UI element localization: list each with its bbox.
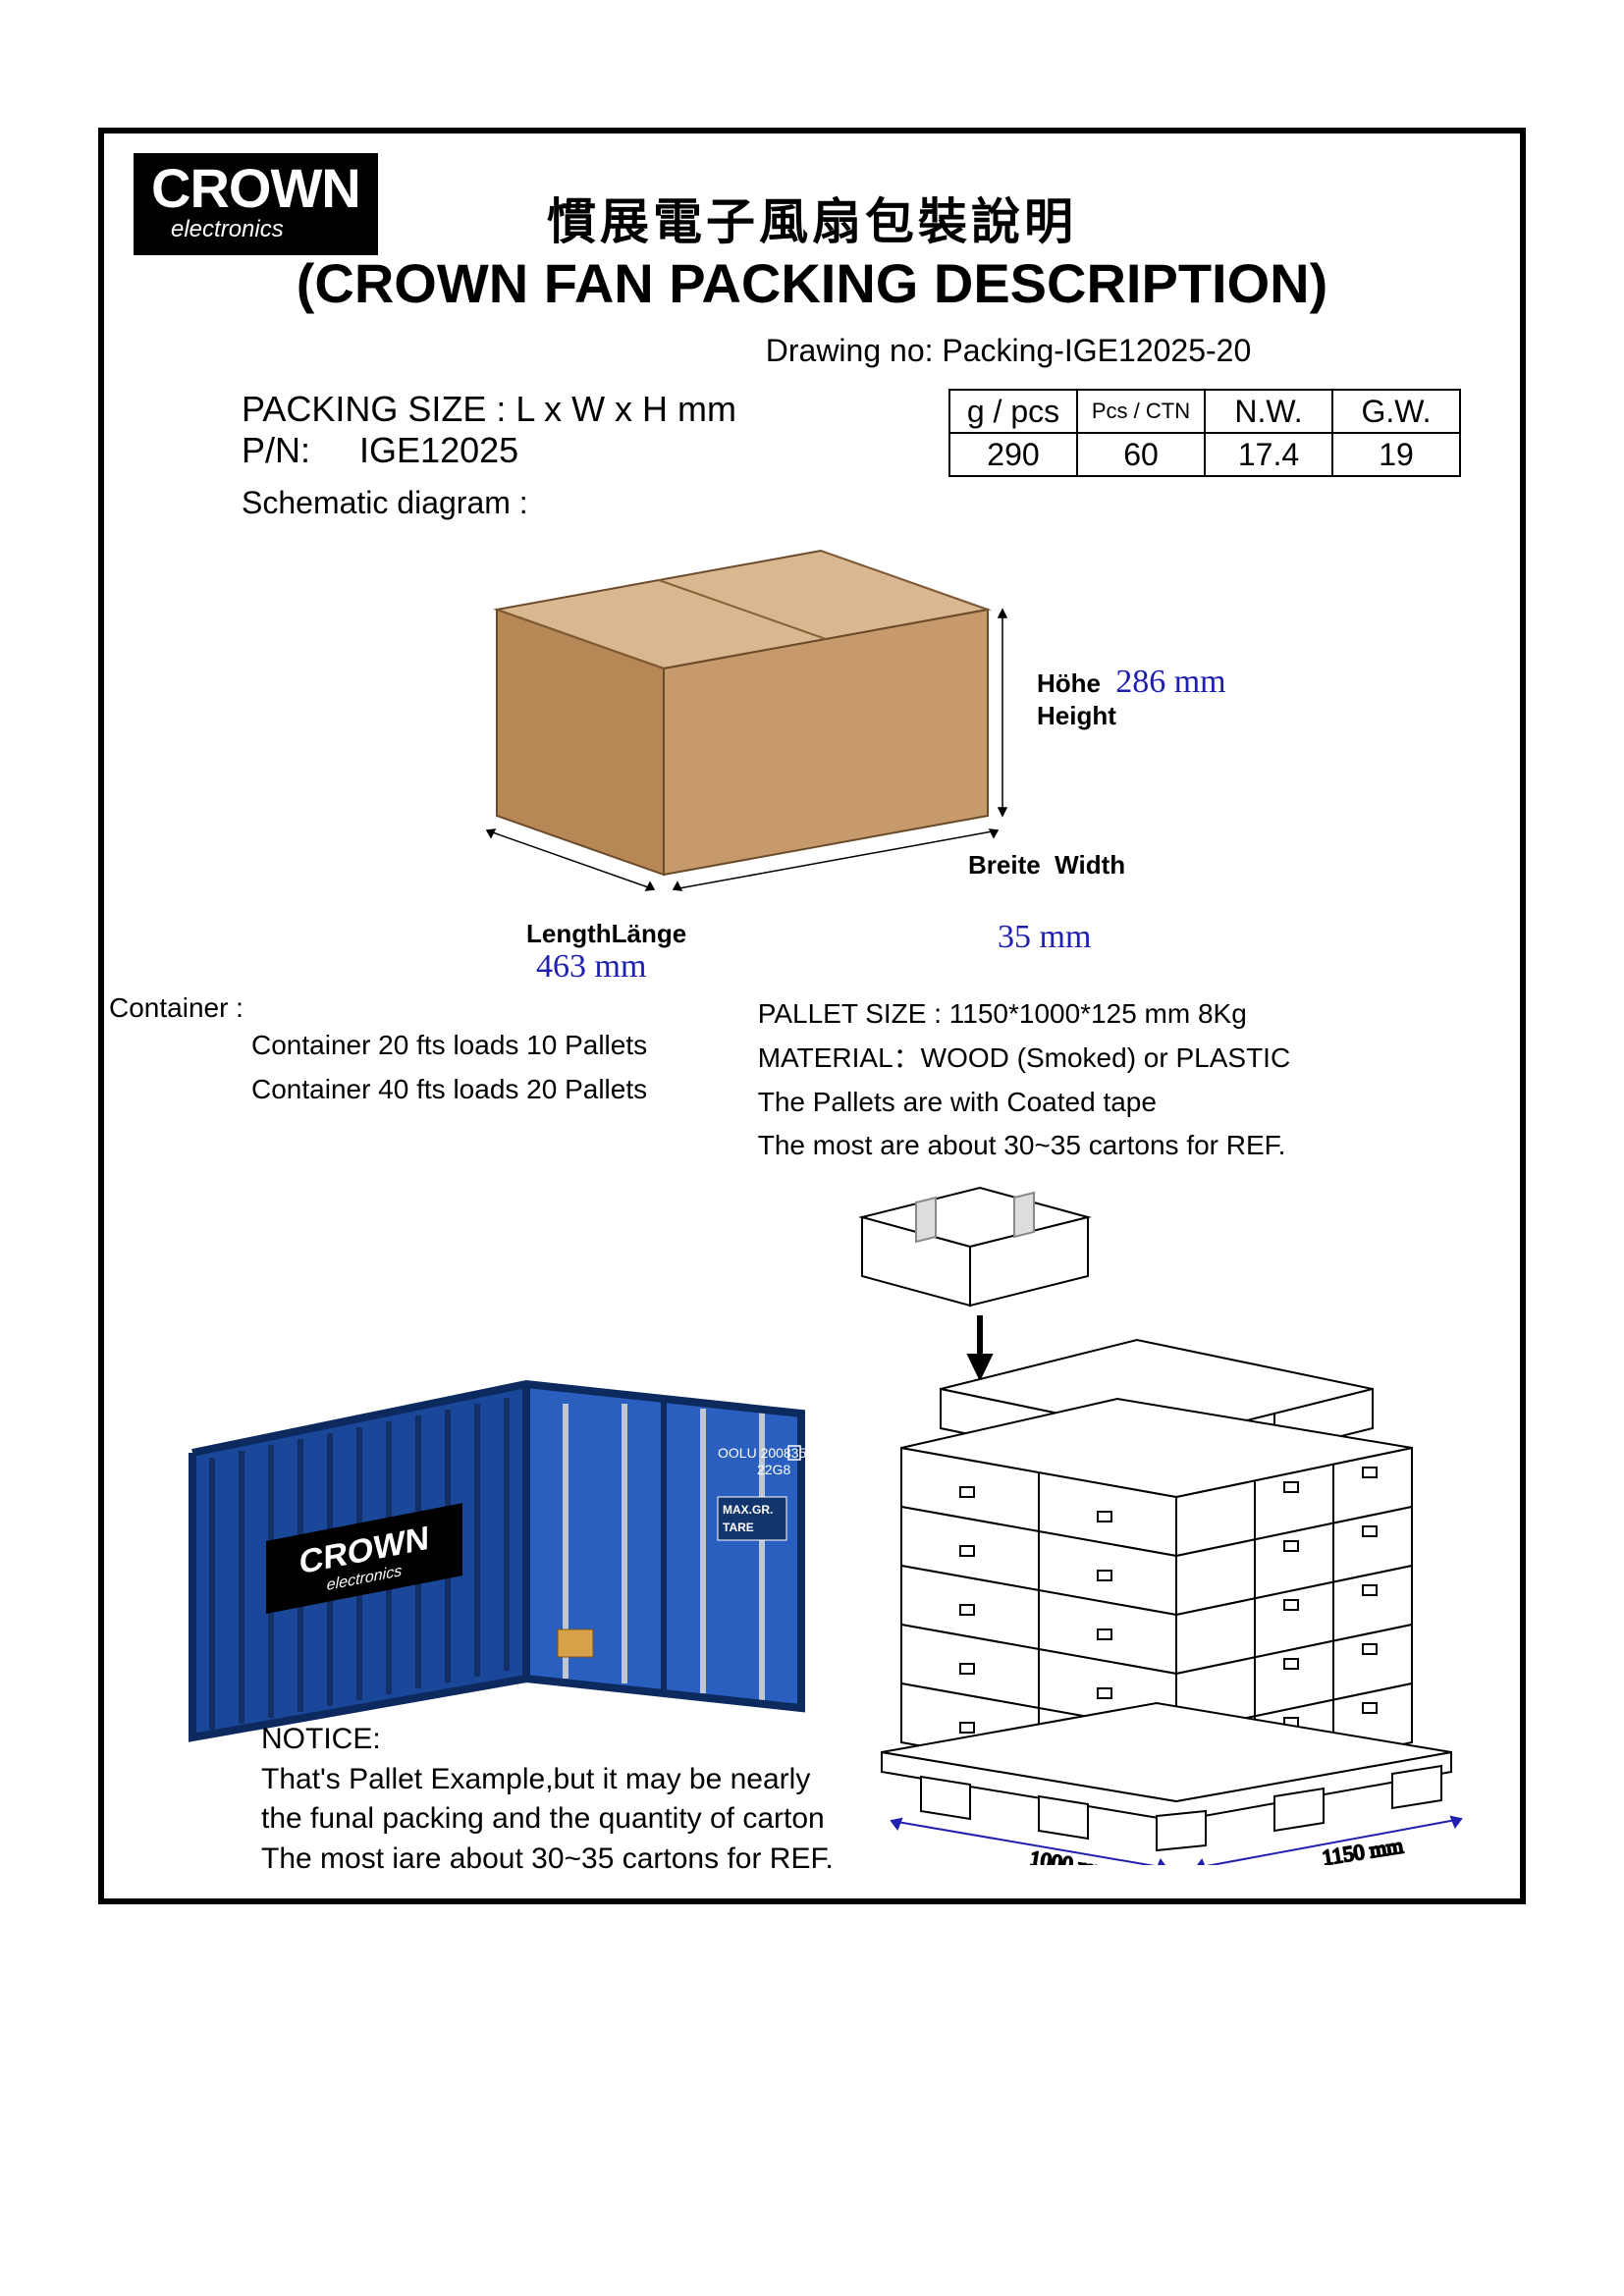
carton-box-icon xyxy=(438,521,1007,924)
td-nw: 17.4 xyxy=(1205,433,1332,476)
th-gw: G.W. xyxy=(1332,390,1460,433)
notice-l3: The most iare about 30~35 cartons for RE… xyxy=(261,1840,834,1880)
table-row: 290 60 17.4 19 xyxy=(949,433,1460,476)
notice-block: NOTICE: That's Pallet Example,but it may… xyxy=(261,1720,834,1879)
table-row: g / pcs Pcs / CTN N.W. G.W. xyxy=(949,390,1460,433)
drawing-number-line: Drawing no: Packing-IGE12025-20 xyxy=(134,333,1490,369)
pallet-dim-a: 1000 mm xyxy=(1028,1845,1113,1865)
document-frame: CROWN electronics 慣展電子風扇包裝說明 (CROWN FAN … xyxy=(98,128,1526,1904)
notice-l2: the funal packing and the quantity of ca… xyxy=(261,1799,834,1840)
width-val: 35 mm xyxy=(998,919,1091,956)
pallet-stack-icon: 1000 mm 1150 mm xyxy=(774,1158,1481,1865)
height-de: Höhe xyxy=(1037,668,1101,698)
pallet-material: MATERIAL：WOOD (Smoked) or PLASTIC xyxy=(758,1037,1490,1081)
container-label: Container : xyxy=(109,992,758,1024)
pallet-size: PALLET SIZE : 1150*1000*125 mm 8Kg xyxy=(758,992,1490,1037)
height-en: Height xyxy=(1037,701,1116,730)
drawing-no-label: Drawing no: xyxy=(766,333,934,368)
title-english: (CROWN FAN PACKING DESCRIPTION) xyxy=(134,251,1490,315)
length-de: Länge xyxy=(612,919,687,948)
th-gpcs: g / pcs xyxy=(949,390,1077,433)
pallet-column: PALLET SIZE : 1150*1000*125 mm 8Kg MATER… xyxy=(758,992,1490,1168)
drawing-no-value: Packing-IGE12025-20 xyxy=(942,333,1251,368)
container-20ft: Container 20 fts loads 10 Pallets xyxy=(134,1024,758,1068)
container-plate1: MAX.GR. xyxy=(723,1503,773,1517)
width-en: Width xyxy=(1055,850,1125,880)
pn-label: P/N: xyxy=(242,430,310,470)
spec-table: g / pcs Pcs / CTN N.W. G.W. 290 60 17.4 … xyxy=(948,389,1461,477)
length-en: Length xyxy=(526,919,612,948)
width-label: Breite Width xyxy=(968,850,1125,881)
container-plate2: TARE xyxy=(723,1521,754,1534)
height-val: 286 mm xyxy=(1115,664,1225,700)
td-gw: 19 xyxy=(1332,433,1460,476)
lower-text-columns: Container : Container 20 fts loads 10 Pa… xyxy=(134,992,1490,1168)
width-de: Breite xyxy=(968,850,1041,880)
box-diagram: Höhe 286 mm Height Breite Width 35 mm Le… xyxy=(134,531,1490,973)
notice-hdr: NOTICE: xyxy=(261,1720,834,1760)
container-40ft: Container 40 fts loads 20 Pallets xyxy=(134,1068,758,1112)
th-pcsctn: Pcs / CTN xyxy=(1077,390,1205,433)
pallet-tape: The Pallets are with Coated tape xyxy=(758,1081,1490,1125)
title-chinese: 慣展電子風扇包裝說明 xyxy=(134,183,1490,253)
info-block: PACKING SIZE : L x W x H mm P/N: IGE1202… xyxy=(134,389,1490,471)
notice-l1: That's Pallet Example,but it may be near… xyxy=(261,1760,834,1800)
height-label: Höhe 286 mm Height xyxy=(1037,664,1226,731)
schematic-label: Schematic diagram : xyxy=(134,485,1490,521)
pn-value: IGE12025 xyxy=(359,430,518,470)
shipping-container-icon: CROWN electronics OOLU 200835 3 22G8 MAX… xyxy=(173,1345,821,1767)
length-label: LengthLänge xyxy=(526,919,686,949)
length-val: 463 mm xyxy=(536,948,646,986)
container-column: Container : Container 20 fts loads 10 Pa… xyxy=(134,992,758,1168)
th-nw: N.W. xyxy=(1205,390,1332,433)
td-pcsctn: 60 xyxy=(1077,433,1205,476)
td-gpcs: 290 xyxy=(949,433,1077,476)
